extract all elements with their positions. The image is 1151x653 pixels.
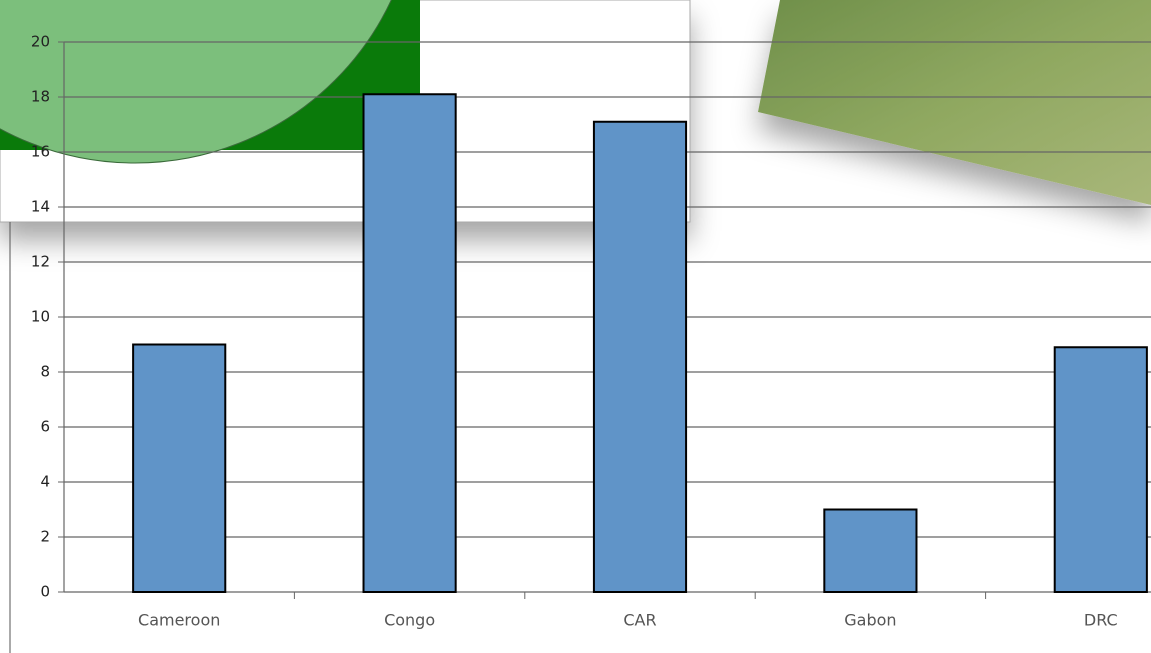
x-tick-label: Cameroon xyxy=(138,611,220,630)
y-tick-label: 10 xyxy=(31,308,50,326)
green-circle xyxy=(0,0,392,164)
y-tick-label: 4 xyxy=(40,473,50,491)
y-tick-label: 18 xyxy=(31,88,50,106)
y-tick-label: 14 xyxy=(31,198,50,216)
plot: 0 2 4 6 8 10 12 14 16 18 20 Cameroon Congo CAR Gabon DR… xyxy=(31,33,1151,630)
bar xyxy=(1053,346,1148,593)
y-tick-label: 6 xyxy=(40,418,50,436)
y-tick-label: 12 xyxy=(31,253,50,271)
bar xyxy=(132,343,227,593)
x-tick-label: CAR xyxy=(623,611,656,630)
bar xyxy=(362,93,457,593)
y-tick-label: 0 xyxy=(40,583,50,601)
photo xyxy=(758,0,1151,205)
y-tick-label: 2 xyxy=(40,528,50,546)
bar xyxy=(823,508,918,593)
x-tick-label: Congo xyxy=(384,611,435,630)
y-tick-label: 16 xyxy=(31,143,50,161)
y-tick-label: 20 xyxy=(31,33,50,51)
x-tick-label: Gabon xyxy=(844,611,896,630)
y-tick-label: 8 xyxy=(40,363,50,381)
x-tick-label: DRC xyxy=(1084,611,1118,630)
bar xyxy=(592,120,688,593)
